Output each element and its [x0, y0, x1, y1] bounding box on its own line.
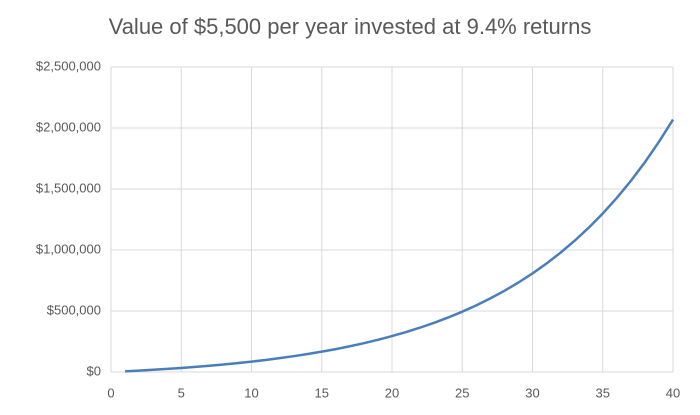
y-tick-label: $1,500,000: [36, 180, 101, 195]
y-tick-label: $0: [87, 363, 101, 378]
x-tick-label: 5: [178, 385, 185, 400]
y-tick-label: $2,000,000: [36, 119, 101, 134]
x-tick-label: 20: [385, 385, 399, 400]
chart-title: Value of $5,500 per year invested at 9.4…: [109, 14, 592, 39]
y-tick-label: $2,500,000: [36, 58, 101, 73]
x-tick-label: 15: [315, 385, 329, 400]
x-tick-label: 35: [596, 385, 610, 400]
x-tick-label: 10: [244, 385, 258, 400]
y-tick-label: $500,000: [47, 302, 101, 317]
x-tick-label: 30: [525, 385, 539, 400]
x-tick-label: 0: [107, 385, 114, 400]
y-tick-label: $1,000,000: [36, 241, 101, 256]
x-tick-label: 25: [455, 385, 469, 400]
data-line: [124, 118, 675, 373]
x-tick-label: 40: [666, 385, 680, 400]
